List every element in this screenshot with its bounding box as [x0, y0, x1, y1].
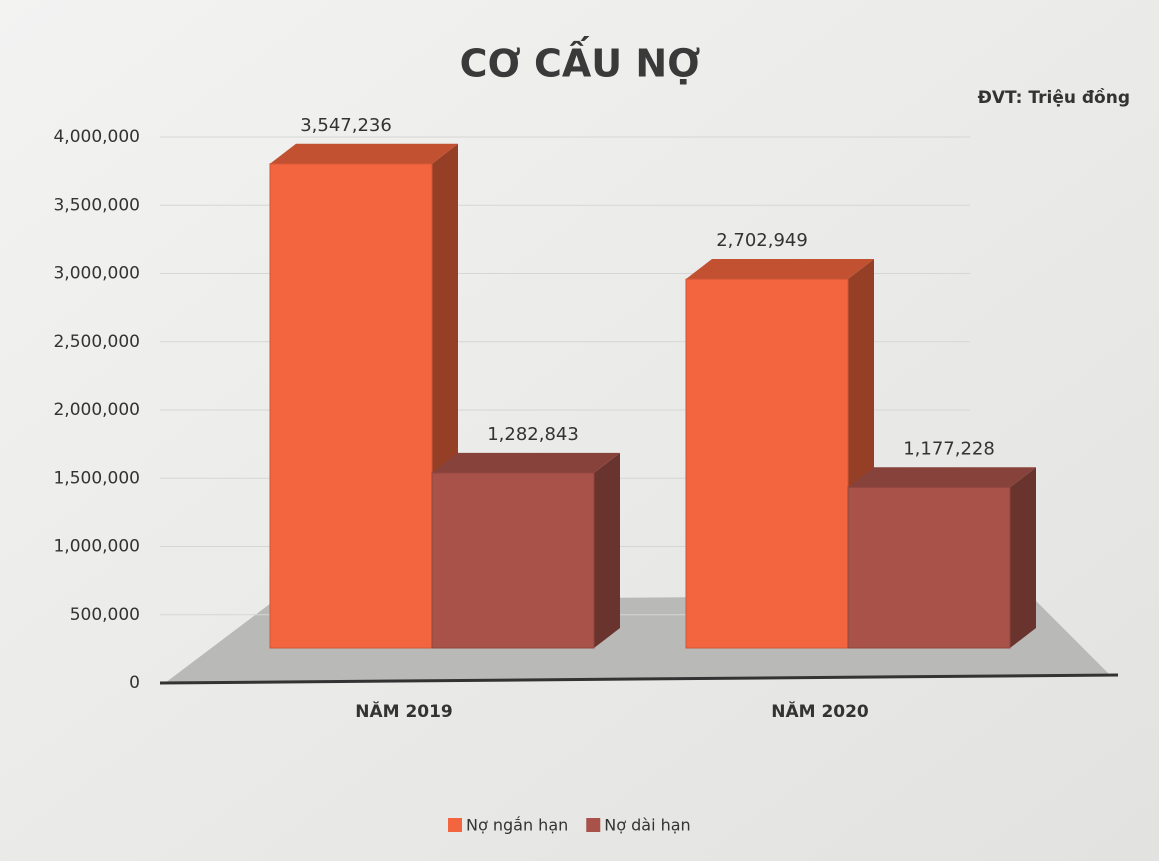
- legend-label: Nợ dài hạn: [604, 816, 690, 835]
- bar-top: [686, 259, 874, 280]
- data-label: 1,282,843: [487, 424, 579, 445]
- y-tick-label: 3,000,000: [53, 264, 140, 284]
- bar: [269, 163, 433, 649]
- bar: [847, 486, 1011, 649]
- bar-top: [270, 143, 458, 164]
- data-label: 1,177,228: [903, 438, 995, 459]
- y-tick-label: 0: [129, 673, 140, 693]
- bar-top: [848, 467, 1036, 488]
- x-axis: [159, 673, 1119, 685]
- y-tick-label: 3,500,000: [53, 195, 140, 215]
- y-tick-label: 4,000,000: [53, 127, 140, 147]
- data-label: 2,702,949: [716, 230, 808, 251]
- chart-subtitle: ĐVT: Triệu đồng: [978, 87, 1130, 108]
- bar-side: [594, 452, 620, 648]
- x-tick-label: NĂM 2019: [355, 700, 453, 722]
- legend: Nợ ngắn hạn Nợ dài hạn: [448, 816, 691, 835]
- bar-side: [1010, 467, 1036, 648]
- legend-swatch: [586, 818, 601, 832]
- y-tick-label: 1,500,000: [53, 468, 140, 488]
- x-tick-label: NĂM 2020: [771, 700, 869, 722]
- y-tick-label: 500,000: [70, 605, 140, 625]
- legend-swatch: [448, 818, 462, 832]
- bar-top: [432, 452, 620, 473]
- y-tick-label: 2,500,000: [53, 332, 140, 352]
- y-tick-label: 2,000,000: [53, 400, 140, 420]
- y-tick-label: 1,000,000: [53, 537, 140, 557]
- bar: [431, 472, 595, 649]
- chart-title: CƠ CẤU NỢ: [460, 37, 701, 86]
- bar: [685, 278, 849, 649]
- legend-label: Nợ ngắn hạn: [466, 816, 568, 835]
- data-label: 3,547,236: [300, 115, 392, 136]
